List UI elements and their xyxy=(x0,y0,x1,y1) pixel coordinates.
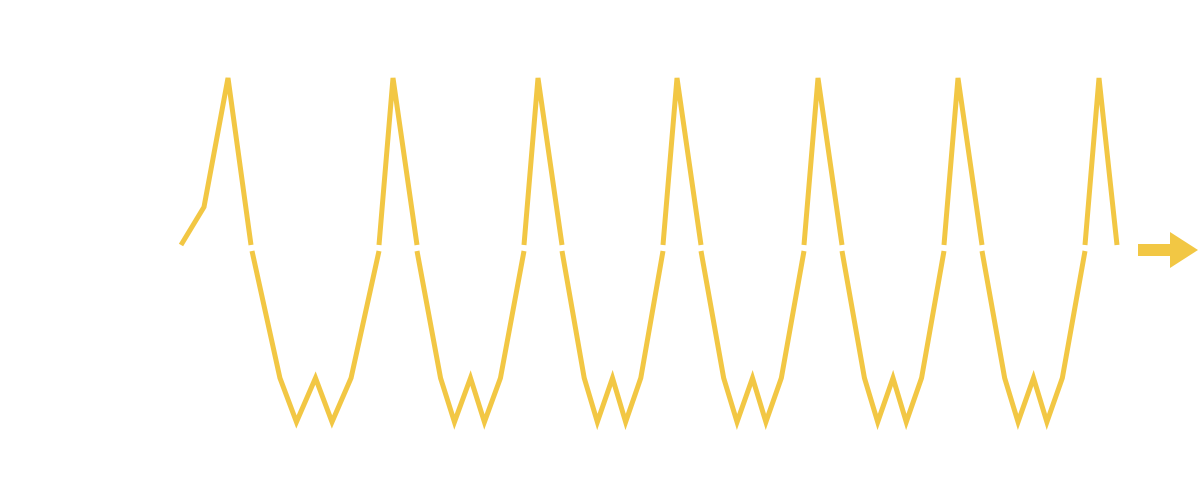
wave-segment-lower xyxy=(249,250,382,429)
wave-segment-upper xyxy=(941,77,985,246)
arrow-head xyxy=(1170,232,1198,268)
wave-segment-lower xyxy=(559,250,666,431)
wave-segment-upper xyxy=(376,77,420,246)
wave-segment-upper xyxy=(521,77,565,246)
wave-segment-lower xyxy=(414,250,527,430)
waveform-line xyxy=(178,77,1120,431)
wave-segment-lower xyxy=(698,250,807,431)
wave-segment-upper xyxy=(1082,77,1120,246)
arrow-shaft xyxy=(1138,244,1172,256)
wave-segment-lower xyxy=(839,250,947,431)
wave-segment-lower xyxy=(979,250,1088,431)
wave-segment-upper xyxy=(178,77,254,247)
wave-segment-upper xyxy=(801,77,845,246)
arrow-right-icon xyxy=(1138,232,1198,268)
wave-segment-upper xyxy=(660,77,704,246)
